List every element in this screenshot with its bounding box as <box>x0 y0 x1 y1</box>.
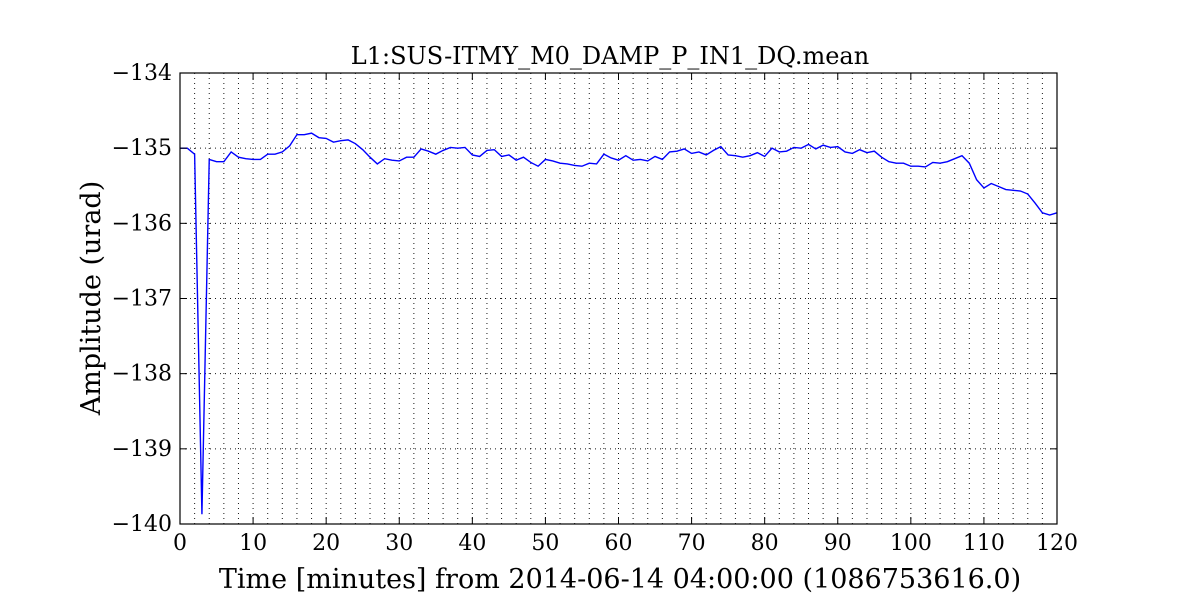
x-tick-label: 50 <box>531 531 559 556</box>
axis-ticks <box>179 72 1058 525</box>
x-tick-label: 120 <box>1036 531 1078 556</box>
x-tick-label: 100 <box>890 531 932 556</box>
grid-lines <box>180 73 1057 524</box>
y-tick-label: −134 <box>112 61 172 86</box>
x-tick-label: 20 <box>312 531 340 556</box>
x-tick-label: 70 <box>678 531 706 556</box>
x-tick-label: 10 <box>239 531 267 556</box>
y-axis-title: Amplitude (urad) <box>76 181 107 416</box>
series-line <box>180 132 1058 515</box>
x-axis-title: Time [minutes] from 2014-06-14 04:00:00 … <box>219 564 1021 595</box>
y-tick-label: −138 <box>112 362 172 387</box>
x-tick-label: 0 <box>173 531 187 556</box>
y-tick-labels: −140 −139 −138 −137 −136 −135 −134 <box>112 61 172 537</box>
x-tick-label: 110 <box>963 531 1005 556</box>
x-tick-label: 40 <box>458 531 486 556</box>
series-layer <box>180 132 1058 515</box>
y-tick-label: −140 <box>112 512 172 537</box>
chart-title: L1:SUS-ITMY_M0_DAMP_P_IN1_DQ.mean <box>351 42 869 70</box>
y-tick-label: −136 <box>112 211 172 236</box>
x-tick-labels: 0 10 20 30 40 50 60 70 80 90 100 110 120 <box>173 531 1078 556</box>
x-tick-label: 90 <box>824 531 852 556</box>
x-tick-label: 60 <box>605 531 633 556</box>
y-tick-label: −135 <box>112 136 172 161</box>
x-tick-label: 30 <box>385 531 413 556</box>
x-tick-label: 80 <box>751 531 779 556</box>
y-tick-label: −139 <box>112 437 172 462</box>
y-tick-label: −137 <box>112 287 172 312</box>
